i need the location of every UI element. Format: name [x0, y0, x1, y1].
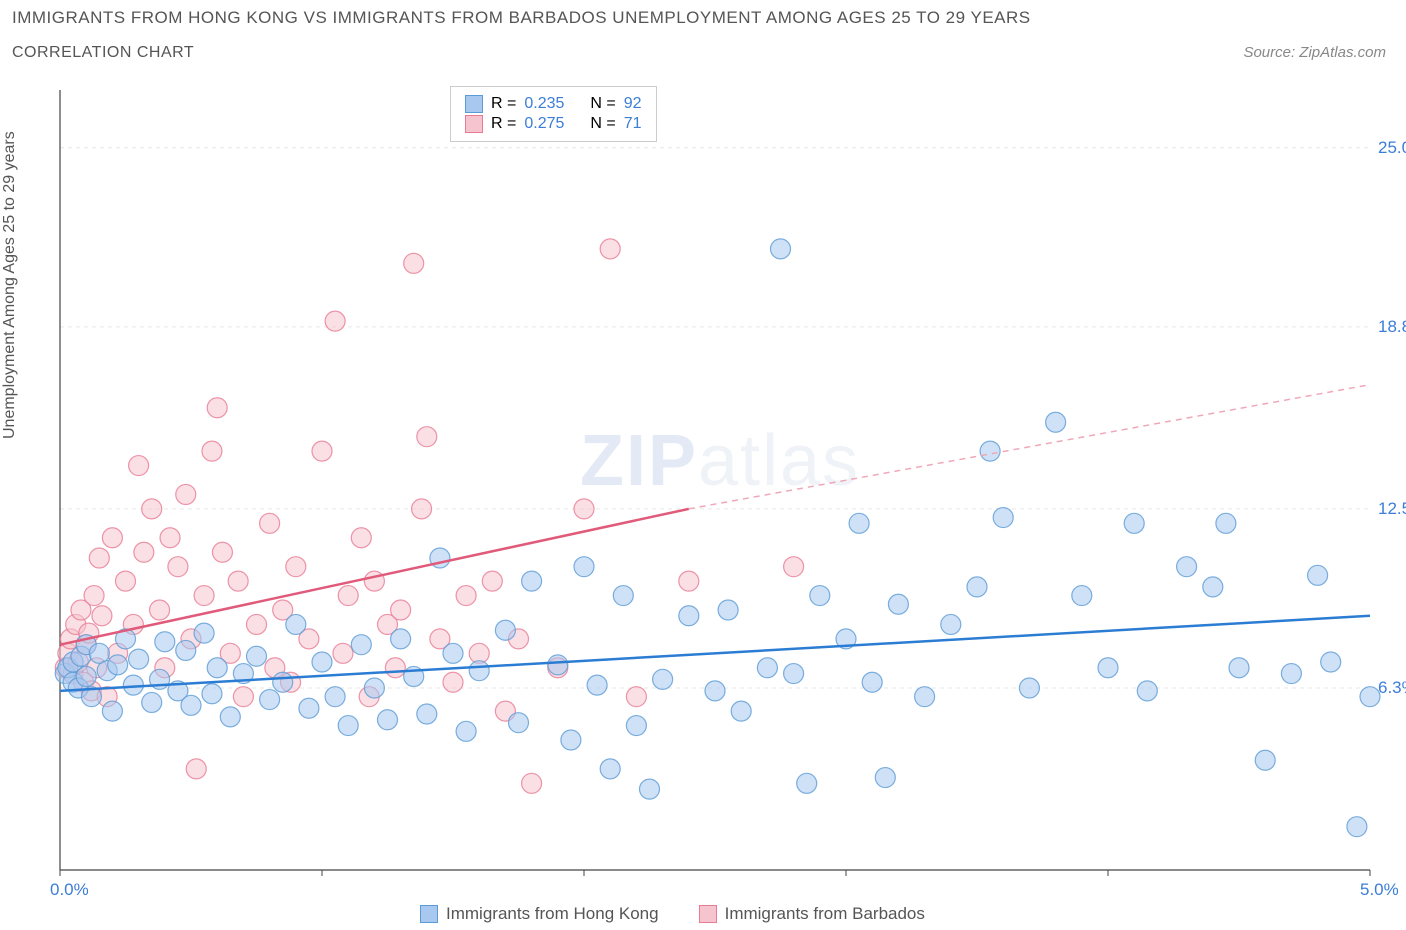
n-label-1: N = — [590, 115, 615, 133]
n-value-0: 92 — [624, 95, 642, 113]
legend-swatch-1 — [465, 115, 483, 133]
legend-bottom-label-1: Immigrants from Barbados — [725, 904, 925, 924]
legend-top-row-0: R = 0.235 N = 92 — [465, 95, 642, 113]
y-axis-label: Unemployment Among Ages 25 to 29 years — [1, 131, 19, 439]
chart-subtitle: CORRELATION CHART — [12, 44, 194, 62]
y-tick-label: 6.3% — [1378, 678, 1406, 698]
y-tick-label: 12.5% — [1378, 499, 1406, 519]
legend-bottom-item-0: Immigrants from Hong Kong — [420, 904, 659, 924]
legend-top-row-1: R = 0.275 N = 71 — [465, 115, 642, 133]
chart-title: IMMIGRANTS FROM HONG KONG VS IMMIGRANTS … — [12, 8, 1031, 28]
y-tick-label: 18.8% — [1378, 317, 1406, 337]
n-label-0: N = — [590, 95, 615, 113]
r-label-0: R = — [491, 95, 516, 113]
scatter-chart — [50, 80, 1390, 880]
n-value-1: 71 — [624, 115, 642, 133]
legend-bottom-swatch-1 — [699, 905, 717, 923]
legend-bottom-label-0: Immigrants from Hong Kong — [446, 904, 659, 924]
legend-bottom-item-1: Immigrants from Barbados — [699, 904, 925, 924]
r-value-0: 0.235 — [524, 95, 564, 113]
x-tick-label: 0.0% — [50, 880, 89, 900]
x-tick-label: 5.0% — [1360, 880, 1399, 900]
legend-top: R = 0.235 N = 92 R = 0.275 N = 71 — [450, 86, 657, 142]
legend-bottom-swatch-0 — [420, 905, 438, 923]
r-value-1: 0.275 — [524, 115, 564, 133]
source-label: Source: ZipAtlas.com — [1243, 44, 1386, 61]
legend-swatch-0 — [465, 95, 483, 113]
legend-bottom: Immigrants from Hong Kong Immigrants fro… — [420, 904, 925, 924]
y-tick-label: 25.0% — [1378, 138, 1406, 158]
r-label-1: R = — [491, 115, 516, 133]
